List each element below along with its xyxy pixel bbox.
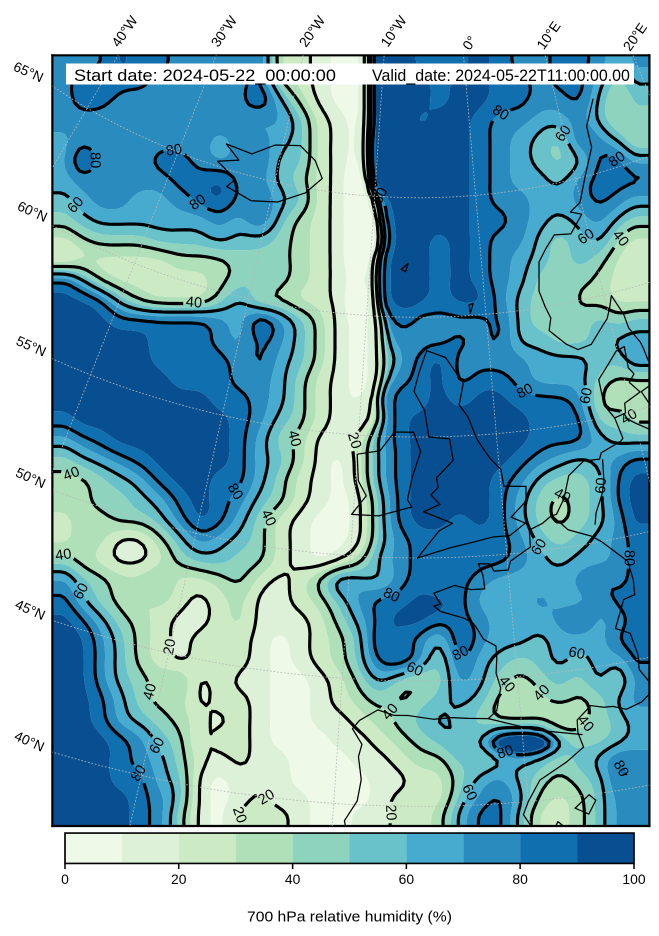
svg-text:40: 40 (285, 871, 301, 887)
svg-text:60: 60 (404, 659, 425, 680)
svg-text:60: 60 (593, 477, 610, 495)
svg-text:20: 20 (229, 805, 249, 825)
svg-text:80: 80 (621, 550, 637, 566)
svg-text:60: 60 (399, 871, 415, 887)
svg-text:0: 0 (61, 871, 69, 887)
svg-text:40: 40 (61, 464, 82, 485)
svg-text:20: 20 (382, 804, 399, 821)
svg-text:80: 80 (370, 185, 392, 207)
svg-text:60: 60 (147, 735, 169, 757)
svg-text:40: 40 (54, 546, 72, 564)
svg-text:60: 60 (575, 226, 597, 248)
svg-text:Start date: 2024-05-22_00:00:0: Start date: 2024-05-22_00:00:00 (74, 66, 336, 85)
svg-text:20: 20 (256, 787, 278, 809)
svg-text:80: 80 (450, 643, 472, 665)
svg-text:100: 100 (622, 871, 645, 887)
svg-text:20: 20 (171, 871, 187, 887)
svg-text:60: 60 (70, 581, 92, 603)
svg-text:40: 40 (185, 294, 203, 311)
svg-text:700 hPa relative humidity (%): 700 hPa relative humidity (%) (247, 908, 452, 925)
svg-text:80: 80 (489, 102, 511, 124)
svg-text:40: 40 (609, 227, 632, 250)
svg-text:40: 40 (257, 507, 278, 529)
svg-text:80: 80 (187, 191, 209, 213)
svg-text:60: 60 (458, 782, 480, 804)
svg-text:40: 40 (551, 485, 573, 507)
svg-text:60: 60 (552, 123, 574, 145)
svg-text:80: 80 (380, 585, 402, 606)
svg-text:80: 80 (514, 381, 536, 403)
svg-text:40: 40 (284, 429, 304, 449)
svg-text:20: 20 (161, 638, 179, 657)
svg-text:80: 80 (512, 871, 528, 887)
svg-text:20: 20 (344, 431, 364, 451)
svg-text:40: 40 (379, 701, 402, 724)
svg-text:80: 80 (495, 742, 515, 762)
svg-text:Valid_date: 2024-05-22T11:00:0: Valid_date: 2024-05-22T11:00:00.00 (372, 66, 630, 85)
svg-text:80: 80 (224, 481, 246, 503)
svg-text:60: 60 (577, 386, 596, 405)
svg-text:80: 80 (87, 152, 103, 168)
svg-text:40: 40 (140, 682, 160, 702)
svg-text:80: 80 (610, 758, 632, 780)
svg-text:80: 80 (128, 762, 150, 784)
svg-text:60: 60 (567, 644, 586, 663)
svg-text:60: 60 (528, 536, 550, 558)
